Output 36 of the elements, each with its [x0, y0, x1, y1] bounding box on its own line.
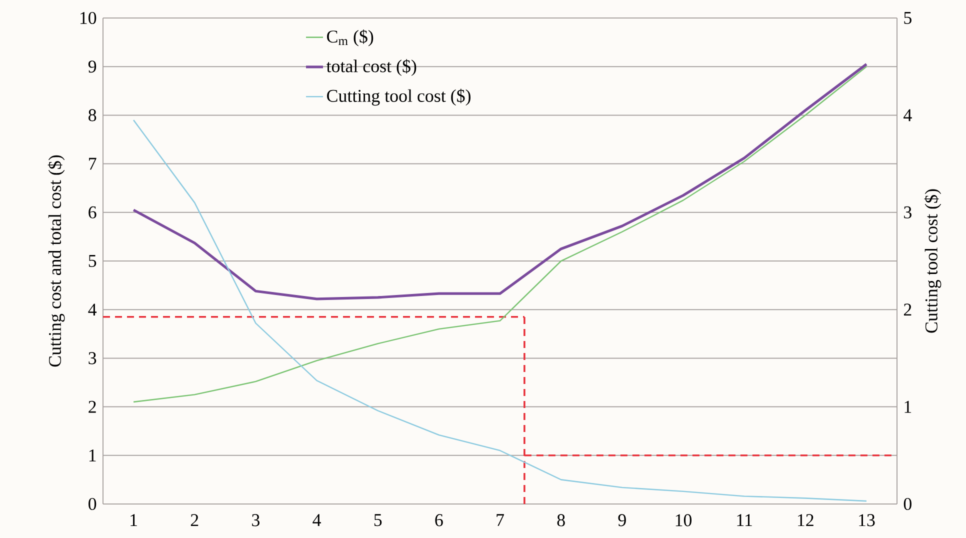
y-tick-label: 6 — [88, 206, 96, 218]
y-tick-label: 2 — [88, 400, 96, 413]
line-series — [132, 119, 868, 502]
x-tick-label: 3 — [252, 514, 260, 526]
y2-tick-label: 4 — [904, 109, 912, 122]
legend-label: Cutting tool cost ($) — [327, 88, 470, 106]
y-tick-label: 8 — [88, 109, 96, 122]
y2-tick-label: 1 — [904, 400, 912, 413]
y-tick-label: 3 — [88, 352, 96, 364]
x-tick-label: 11 — [737, 514, 752, 526]
y2-tick-label: 3 — [904, 206, 912, 218]
y2-tick-label: 2 — [904, 304, 912, 316]
x-tick-label: 8 — [557, 514, 565, 526]
x-tick-label: 4 — [312, 514, 321, 526]
y-tick-label: 0 — [88, 498, 96, 510]
y-tick-label: 9 — [88, 60, 96, 73]
y2-axis-title: Cutting tool cost ($) — [924, 189, 942, 333]
y-tick-label: 5 — [88, 255, 96, 267]
x-tick-label: 2 — [190, 514, 198, 526]
y-tick-label: 1 — [89, 449, 96, 462]
x-tick-label: 5 — [374, 514, 382, 526]
legend-label: total cost ($) — [326, 59, 416, 76]
x-tick-label: 7 — [496, 514, 504, 526]
x-tick-label: 1 — [130, 514, 137, 526]
y2-tick-label: 0 — [904, 498, 912, 510]
y-tick-label: 7 — [89, 158, 96, 170]
legend-label: C$_{m}$ ($) — [327, 29, 374, 46]
x-tick-label: 13 — [859, 514, 875, 526]
y-axis-title: Cutting cost and total cost ($) — [48, 155, 65, 367]
x-tick-label: 10 — [676, 514, 692, 526]
y-tick-label: 4 — [88, 304, 97, 316]
x-tick-label: 12 — [798, 514, 814, 526]
y-tick-label: 10 — [80, 12, 96, 24]
x-tick-label: 9 — [618, 514, 626, 526]
y2-tick-label: 5 — [904, 12, 912, 24]
x-tick-label: 6 — [435, 514, 443, 526]
